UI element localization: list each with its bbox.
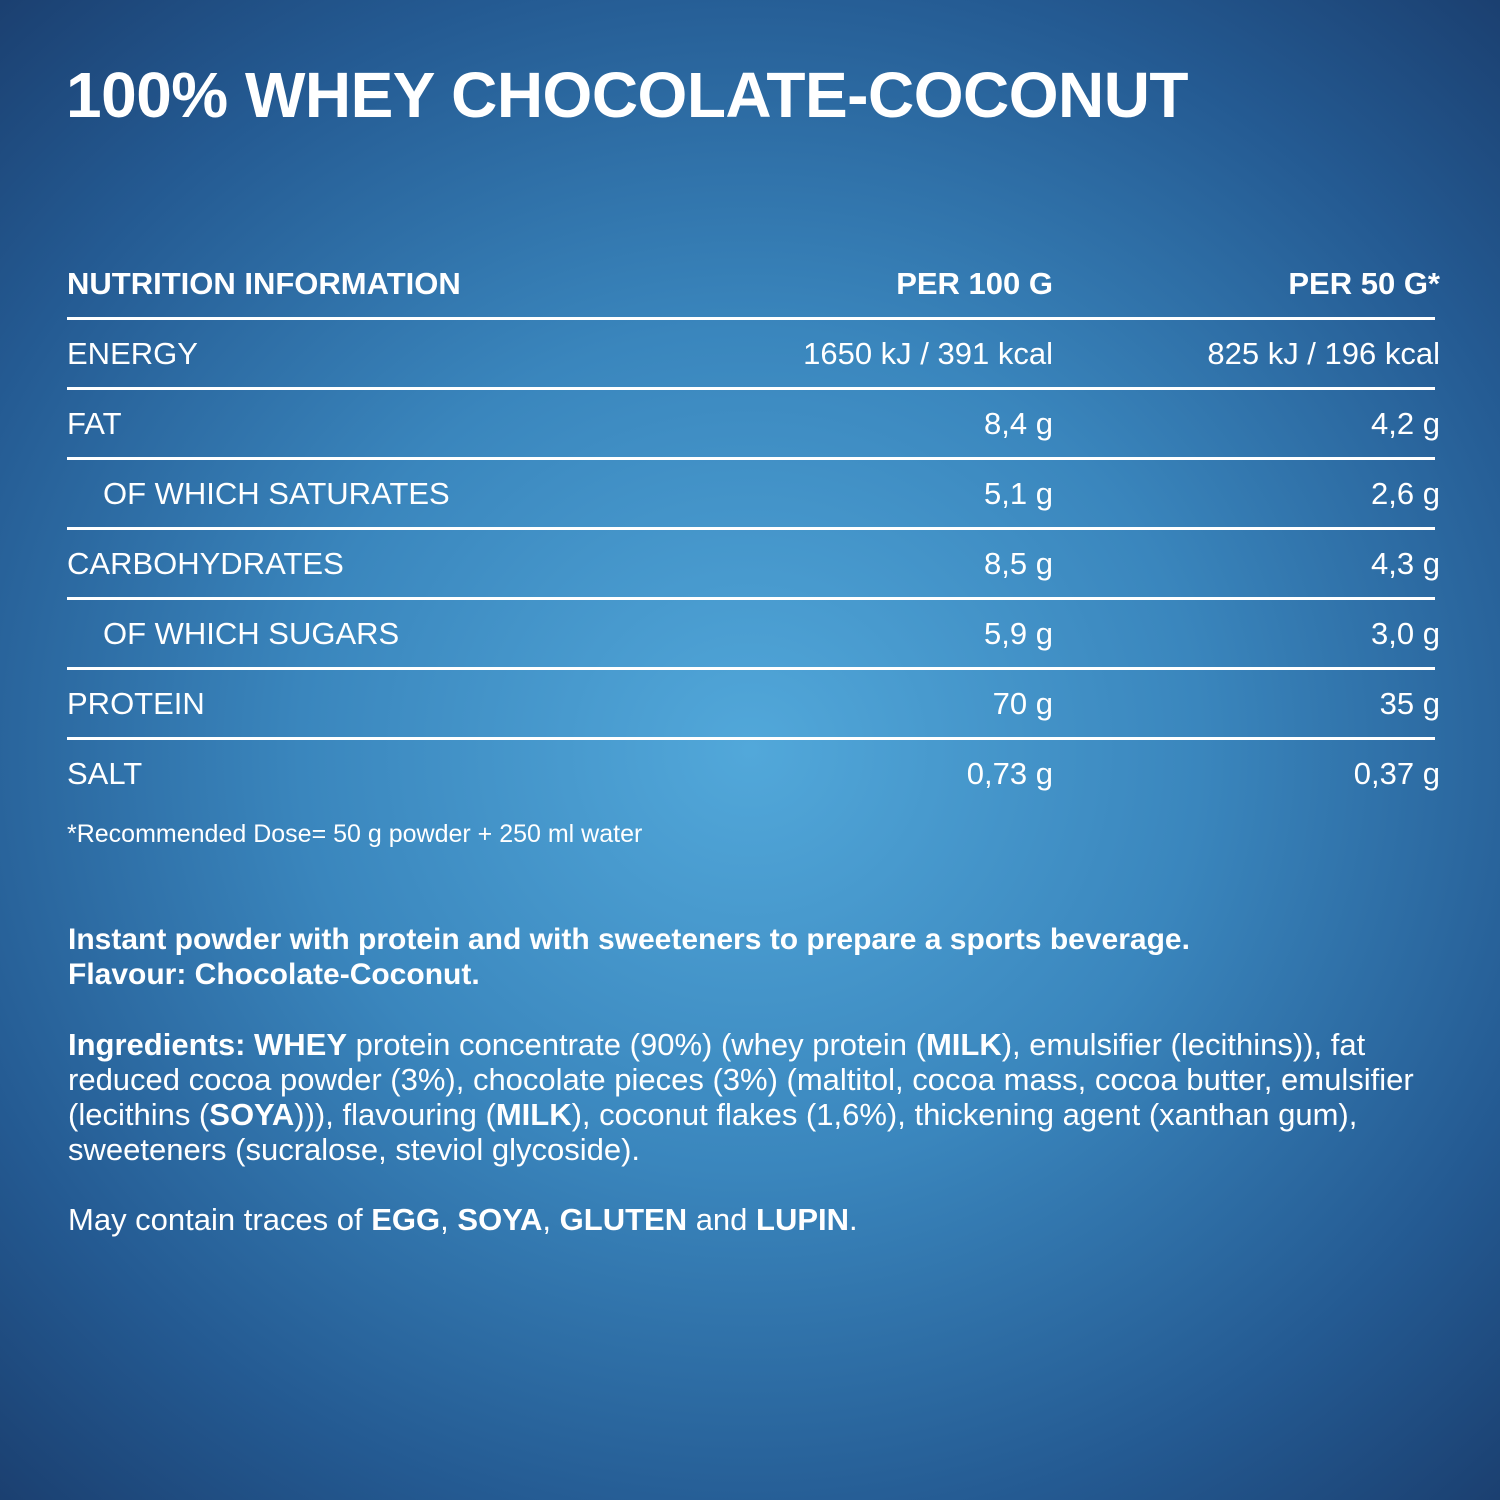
row-label: ENERGY — [67, 336, 198, 371]
column-header: PER 50 G* — [1288, 266, 1440, 301]
row-value: 70 g — [992, 686, 1053, 721]
table-row: PROTEIN 70 g 35 g — [67, 670, 1440, 740]
row-value: 5,9 g — [984, 616, 1053, 651]
row-label: OF WHICH SUGARS — [103, 616, 400, 651]
text-segment: MILK — [925, 1027, 1002, 1062]
text-segment: and — [687, 1202, 757, 1237]
row-label: CARBOHYDRATES — [67, 546, 344, 581]
table-row: OF WHICH SATURATES 5,1 g 2,6 g — [67, 460, 1440, 530]
row-value: 4,3 g — [1371, 546, 1440, 581]
row-label: OF WHICH SATURATES — [103, 476, 450, 511]
row-value: 8,5 g — [984, 546, 1053, 581]
allergens: May contain traces of EGG, SOYA, GLUTEN … — [68, 1202, 1438, 1237]
description-line: Instant powder with protein and with swe… — [68, 923, 1190, 956]
row-label: PROTEIN — [67, 686, 205, 721]
text-segment: ), emulsifier (lecithins)), fat reduced … — [68, 1027, 1414, 1132]
column-header: PER 100 G — [896, 266, 1053, 301]
text-segment: Ingredients: WHEY — [68, 1027, 348, 1062]
footnote: *Recommended Dose= 50 g powder + 250 ml … — [67, 820, 643, 848]
divider — [67, 317, 1435, 320]
row-value: 5,1 g — [984, 476, 1053, 511]
table-row: ENERGY 1650 kJ / 391 kcal 825 kJ / 196 kca… — [67, 320, 1440, 390]
divider — [67, 457, 1435, 460]
text-segment: LUPIN — [756, 1202, 850, 1237]
row-value: 825 kJ / 196 kcal — [1207, 336, 1440, 371]
title: 100% WHEY CHOCOLATE-COCONUT — [66, 59, 1189, 131]
nutrition-table: NUTRITION INFORMATION PER 100 G PER 50 G* E… — [67, 250, 1440, 810]
row-label: SALT — [67, 756, 143, 791]
divider — [67, 667, 1435, 670]
row-value: 3,0 g — [1371, 616, 1440, 651]
row-value: 2,6 g — [1371, 476, 1440, 511]
row-value: 1650 kJ / 391 kcal — [803, 336, 1053, 371]
text-segment: EGG — [371, 1202, 441, 1237]
text-segment: ), coconut flakes (1,6%), thickening age… — [68, 1097, 1358, 1167]
table-row: FAT 8,4 g 4,2 g — [67, 390, 1440, 460]
divider — [67, 387, 1435, 390]
ingredients: Ingredients: WHEY protein concentrate (9… — [68, 1027, 1438, 1167]
divider — [67, 527, 1435, 530]
description-line: Flavour: Chocolate-Coconut. — [68, 958, 480, 991]
text-segment: SOYA — [209, 1097, 295, 1132]
table-row: OF WHICH SUGARS 5,9 g 3,0 g — [67, 600, 1440, 670]
row-value: 0,73 g — [966, 756, 1053, 791]
table-row: SALT 0,73 g 0,37 g — [67, 740, 1440, 810]
divider — [67, 597, 1435, 600]
table-header: NUTRITION INFORMATION PER 100 G PER 50 G* — [67, 250, 1440, 320]
text-segment: GLUTEN — [559, 1202, 688, 1237]
text-segment: , — [440, 1202, 458, 1237]
text-segment: MILK — [495, 1097, 572, 1132]
row-value: 0,37 g — [1353, 756, 1440, 791]
text-segment: protein concentrate (90%) (whey protein … — [347, 1027, 926, 1062]
row-value: 8,4 g — [984, 406, 1053, 441]
divider — [67, 737, 1435, 740]
row-value: 4,2 g — [1371, 406, 1440, 441]
text-segment: May contain traces of — [68, 1202, 372, 1237]
text-segment: SOYA — [457, 1202, 543, 1237]
row-label: FAT — [67, 406, 122, 441]
text-segment: . — [849, 1202, 858, 1237]
row-value: 35 g — [1379, 686, 1440, 721]
description: Instant powder with protein and with swe… — [68, 922, 1448, 992]
column-header: NUTRITION INFORMATION — [67, 266, 461, 301]
text-segment: ))), flavouring ( — [294, 1097, 496, 1132]
text-segment: , — [542, 1202, 560, 1237]
table-row: CARBOHYDRATES 8,5 g 4,3 g — [67, 530, 1440, 600]
